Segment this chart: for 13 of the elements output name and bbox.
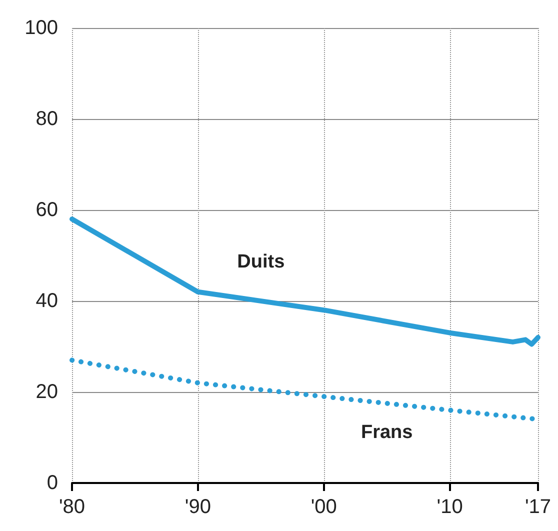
x-tick-label: '17 bbox=[524, 496, 552, 518]
y-tick-label: 80 bbox=[36, 108, 58, 130]
x-tick-label: '90 bbox=[184, 496, 211, 518]
x-tick-label: '10 bbox=[436, 496, 463, 518]
y-tick-label: 100 bbox=[24, 17, 58, 39]
series-label: Duits bbox=[237, 251, 285, 272]
y-tick-label: 60 bbox=[36, 199, 58, 221]
y-tick-label: 20 bbox=[36, 381, 58, 403]
x-tick-label: '00 bbox=[310, 496, 337, 518]
y-tick-label: 40 bbox=[36, 290, 58, 312]
y-tick-label: 0 bbox=[46, 472, 58, 494]
series-label: Frans bbox=[360, 422, 413, 444]
x-tick-label: '80 bbox=[58, 496, 86, 518]
